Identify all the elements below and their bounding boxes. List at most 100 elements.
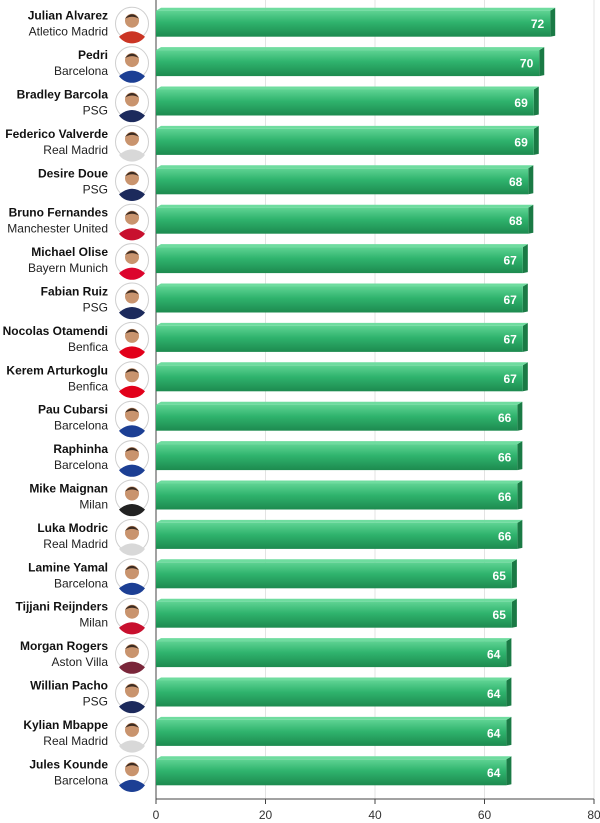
- bar: [156, 89, 534, 116]
- avatar-shirt: [119, 307, 145, 320]
- player-club: Barcelona: [54, 419, 108, 433]
- player-name: Morgan Rogers: [20, 639, 108, 653]
- avatar-hair: [125, 762, 139, 768]
- bar-side: [511, 559, 517, 589]
- player-name: Kylian Mbappe: [23, 718, 108, 732]
- bar: [156, 641, 507, 668]
- bar-value-label: 69: [514, 135, 528, 149]
- avatar-shirt: [119, 70, 145, 83]
- bar-top: [156, 362, 528, 366]
- player-avatar-icon: [115, 85, 149, 123]
- bar-top: [156, 244, 528, 248]
- player-name: Tijjani Reijnders: [16, 600, 109, 614]
- avatar-shirt: [119, 701, 145, 714]
- player-name: Julian Alvarez: [28, 9, 108, 23]
- avatar-hair: [125, 526, 139, 531]
- bar-value-label: 67: [503, 293, 517, 307]
- player-avatar-icon: [115, 400, 149, 438]
- bar: [156, 759, 507, 786]
- bar-top: [156, 401, 523, 405]
- bar-side: [533, 125, 539, 155]
- player-avatar-icon: [115, 243, 149, 280]
- avatar-hair: [125, 684, 139, 689]
- avatar-hair: [125, 408, 139, 413]
- bar-value-label: 64: [487, 648, 501, 662]
- bar-top: [156, 598, 517, 602]
- bar-value-label: 66: [498, 451, 512, 465]
- bar-side: [533, 86, 539, 116]
- bar-top: [156, 47, 545, 51]
- avatar-hair: [125, 723, 139, 728]
- bar: [156, 680, 507, 707]
- player-name: Pedri: [78, 48, 108, 62]
- player-avatar-icon: [115, 440, 149, 477]
- player-club: Real Madrid: [43, 537, 108, 551]
- bar-side: [539, 47, 545, 77]
- player-club: Benfica: [68, 340, 108, 354]
- bar-top: [156, 519, 523, 523]
- avatar-hair: [125, 644, 139, 650]
- bar: [156, 286, 523, 313]
- bar-value-label: 69: [514, 96, 528, 110]
- bar: [156, 522, 518, 549]
- player-club: PSG: [83, 695, 108, 709]
- avatar-shirt: [119, 346, 145, 359]
- avatar-hair: [125, 329, 139, 334]
- player-club: Barcelona: [54, 773, 108, 787]
- player-avatar-icon: [115, 6, 149, 44]
- x-tick-label: 60: [478, 808, 492, 822]
- player-club: Manchester United: [7, 222, 108, 236]
- avatar-shirt: [119, 31, 145, 44]
- bar: [156, 483, 518, 510]
- bar: [156, 562, 512, 589]
- avatar-hair: [125, 605, 139, 610]
- bar-top: [156, 322, 528, 326]
- avatar-hair: [125, 487, 139, 492]
- bar: [156, 128, 534, 155]
- avatar-shirt: [119, 425, 145, 438]
- x-tick-label: 0: [153, 808, 160, 822]
- player-avatar-icon: [115, 715, 149, 753]
- player-club: PSG: [83, 182, 108, 196]
- player-club: Real Madrid: [43, 734, 108, 748]
- avatar-hair: [125, 53, 139, 59]
- avatar-shirt: [119, 385, 145, 398]
- bar-side: [517, 480, 523, 510]
- bar-value-label: 66: [498, 411, 512, 425]
- avatar-hair: [125, 250, 139, 256]
- bar-top: [156, 716, 512, 720]
- bar-top: [156, 638, 512, 642]
- player-avatar-icon: [115, 518, 149, 556]
- player-avatar-icon: [115, 203, 149, 241]
- bar-value-label: 64: [487, 687, 501, 701]
- bar: [156, 365, 523, 392]
- player-club: PSG: [83, 104, 108, 118]
- player-avatar-icon: [115, 164, 149, 201]
- player-club: Bayern Munich: [28, 261, 108, 275]
- avatar-hair: [125, 368, 139, 374]
- player-club: PSG: [83, 301, 108, 315]
- bar: [156, 207, 529, 234]
- bar-side: [517, 441, 523, 471]
- bar-side: [528, 204, 534, 234]
- player-name: Luka Modric: [37, 521, 108, 535]
- bar: [156, 601, 512, 628]
- avatar-shirt: [119, 188, 145, 201]
- player-name: Raphinha: [53, 442, 108, 456]
- player-name: Pau Cubarsi: [38, 403, 108, 417]
- bar-top: [156, 86, 539, 90]
- player-name: Desire Doue: [38, 166, 108, 180]
- bar-value-label: 65: [493, 569, 507, 583]
- x-tick-label: 20: [259, 808, 273, 822]
- bar-side: [522, 322, 528, 352]
- bar: [156, 444, 518, 471]
- player-avatar-icon: [115, 676, 149, 714]
- player-avatar-icon: [115, 755, 149, 792]
- bar-top: [156, 165, 534, 169]
- bar-value-label: 65: [493, 608, 507, 622]
- bars: 72 70 69 69 68 68 67 67 67 67 66 66 66 66 65 65 64 64 64 64: [156, 7, 556, 786]
- player-club: Real Madrid: [43, 143, 108, 157]
- bar-side: [522, 283, 528, 313]
- bar-top: [156, 480, 523, 484]
